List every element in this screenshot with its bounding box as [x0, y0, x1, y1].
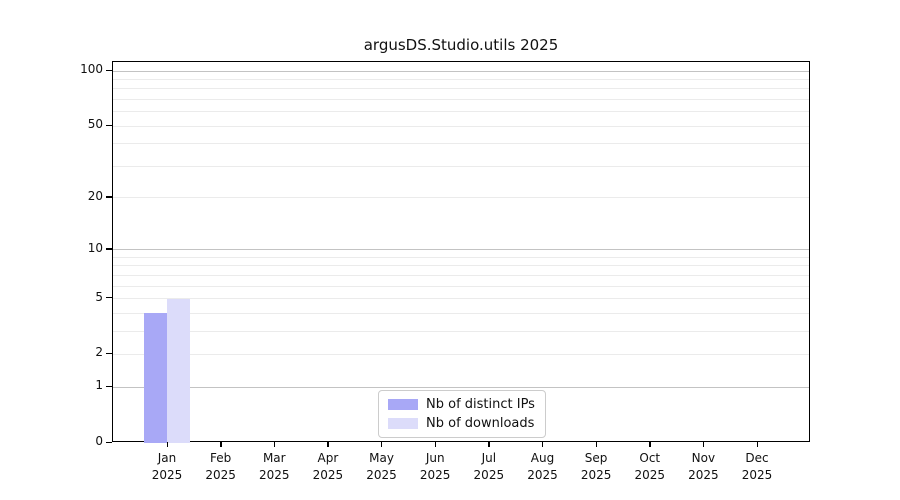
y-tick-label: 2: [95, 345, 103, 360]
minor-gridline: [113, 330, 809, 332]
major-gridline: [113, 70, 809, 72]
x-tick-label: Jun 2025: [419, 451, 451, 482]
x-tick-mark: [381, 442, 383, 447]
legend-entry: Nb of distinct IPs: [388, 397, 535, 412]
y-tick-label: 5: [95, 289, 103, 304]
legend-label: Nb of distinct IPs: [426, 397, 535, 412]
x-tick-label: Jan 2025: [151, 451, 183, 482]
chart-title: argusDS.Studio.utils 2025: [363, 36, 559, 54]
minor-gridline: [113, 197, 809, 199]
x-tick-label: Feb 2025: [205, 451, 236, 482]
y-tick-mark: [106, 385, 112, 388]
minor-gridline: [113, 98, 809, 100]
x-tick-label: Jul 2025: [473, 451, 505, 482]
x-tick-label: Aug 2025: [527, 451, 558, 482]
y-tick-label: 50: [87, 117, 103, 132]
x-tick-mark: [488, 442, 490, 447]
bar-downloads: [167, 298, 190, 443]
x-tick-mark: [434, 442, 437, 447]
x-tick-label: Apr 2025: [312, 451, 344, 482]
legend: Nb of distinct IPs Nb of downloads: [378, 390, 546, 438]
legend-label: Nb of downloads: [426, 416, 535, 431]
y-tick-mark: [106, 352, 112, 355]
x-tick-label: May 2025: [366, 451, 397, 482]
minor-gridline: [113, 78, 809, 80]
minor-gridline: [113, 165, 809, 167]
x-tick-mark: [273, 442, 276, 447]
x-tick-mark: [649, 442, 651, 447]
x-tick-label: Sep 2025: [580, 451, 612, 482]
y-tick-mark: [106, 248, 112, 250]
major-gridline: [113, 386, 809, 388]
x-tick-mark: [327, 442, 329, 447]
y-tick-mark: [106, 124, 112, 126]
x-tick-label: Dec 2025: [741, 451, 773, 482]
minor-gridline: [113, 353, 809, 355]
y-tick-mark: [106, 69, 112, 71]
plot-area: Nb of distinct IPs Nb of downloads: [112, 61, 810, 443]
y-tick-label: 20: [87, 188, 103, 203]
legend-swatch: [388, 399, 418, 410]
x-tick-mark: [220, 442, 222, 447]
x-tick-label: Nov 2025: [688, 451, 719, 482]
minor-gridline: [113, 312, 809, 314]
minor-gridline: [113, 125, 809, 127]
minor-gridline: [113, 88, 809, 90]
x-tick-mark: [595, 442, 597, 447]
x-tick-mark: [541, 442, 544, 447]
y-tick-mark: [106, 297, 112, 299]
y-tick-mark: [106, 196, 112, 198]
minor-gridline: [113, 285, 809, 287]
minor-gridline: [113, 265, 809, 267]
legend-entry: Nb of downloads: [388, 416, 535, 431]
x-tick-mark: [756, 442, 758, 447]
x-tick-label: Oct 2025: [634, 451, 666, 482]
minor-gridline: [113, 274, 809, 276]
minor-gridline: [113, 143, 809, 145]
bar-distinct-ips: [144, 313, 167, 443]
x-tick-label: Mar 2025: [258, 451, 290, 482]
y-tick-mark: [106, 441, 112, 443]
y-tick-label: 100: [80, 62, 103, 77]
y-tick-label: 0: [95, 434, 103, 448]
y-tick-label: 1: [95, 378, 103, 393]
minor-gridline: [113, 298, 809, 300]
y-tick-label: 10: [87, 240, 103, 255]
x-tick-mark: [166, 442, 168, 447]
x-tick-mark: [702, 442, 705, 447]
major-gridline: [113, 249, 809, 251]
legend-swatch: [388, 418, 418, 429]
minor-gridline: [113, 256, 809, 258]
minor-gridline: [113, 111, 809, 113]
